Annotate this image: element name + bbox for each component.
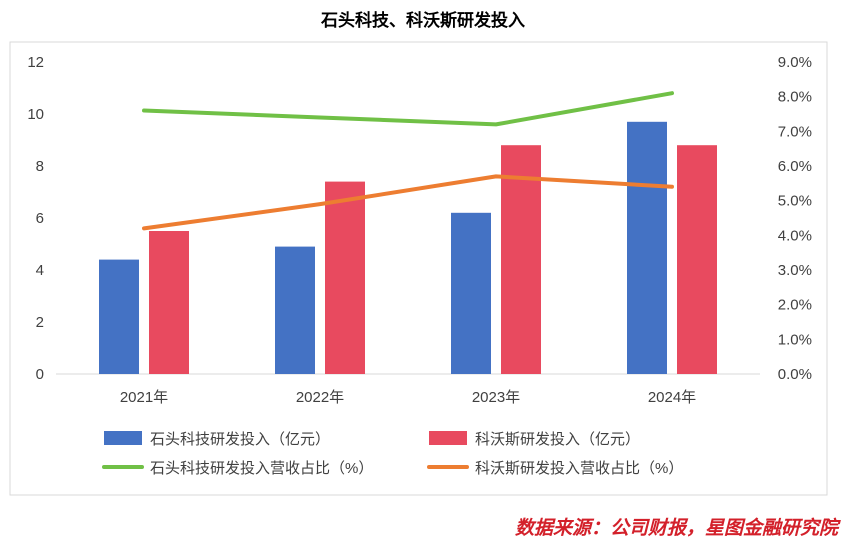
- x-axis: 2021年 2022年 2023年 2024年: [120, 389, 696, 406]
- y-right-tick-label: 1.0%: [778, 331, 812, 348]
- line-series-2: [142, 174, 674, 231]
- legend: 石头科技研发投入（亿元） 科沃斯研发投入（亿元） 石头科技研发投入营收占比（%） 科沃…: [102, 431, 683, 477]
- line-series-1: [142, 91, 674, 127]
- source-note: 数据来源：公司财报，星图金融研究院: [514, 517, 838, 539]
- legend-label: 石头科技研发投入（亿元）: [150, 431, 330, 448]
- bar-1-1: [99, 259, 139, 374]
- bar-series: [99, 121, 717, 374]
- bar-2-4: [677, 145, 717, 374]
- y-right-tick-label: 2.0%: [778, 297, 812, 314]
- x-tick-label: 2023年: [472, 389, 520, 406]
- chart-border: [9, 41, 828, 496]
- y-left-tick-label: 8: [36, 158, 44, 175]
- legend-label: 科沃斯研发投入（亿元）: [475, 431, 640, 448]
- y-left-tick-label: 4: [36, 262, 44, 279]
- y-axis-right: 0.0% 1.0% 2.0% 3.0% 4.0% 5.0% 6.0% 7.0% 8.0% 9.0%: [778, 54, 812, 383]
- y-right-tick-label: 8.0%: [778, 89, 812, 106]
- bar-2-1: [149, 231, 189, 374]
- legend-swatch-bar: [429, 431, 467, 445]
- bar-1-3: [451, 212, 491, 374]
- y-left-tick-label: 0: [36, 366, 44, 383]
- x-tick-label: 2021年: [120, 389, 168, 406]
- y-right-tick-label: 6.0%: [778, 158, 812, 175]
- chart-title: 石头科技、科沃斯研发投入: [321, 11, 525, 31]
- y-right-tick-label: 3.0%: [778, 262, 812, 279]
- bar-2-2: [325, 181, 365, 374]
- y-right-tick-label: 4.0%: [778, 227, 812, 244]
- legend-label: 石头科技研发投入营收占比（%）: [150, 460, 373, 477]
- y-left-tick-label: 10: [27, 106, 44, 123]
- y-right-tick-label: 5.0%: [778, 193, 812, 210]
- y-right-tick-label: 9.0%: [778, 54, 812, 71]
- bar-1-4: [627, 121, 667, 374]
- y-axis-left: 0 2 4 6 8 10 12: [27, 54, 44, 383]
- legend-swatch-bar: [104, 431, 142, 445]
- legend-label: 科沃斯研发投入营收占比（%）: [475, 460, 683, 477]
- x-tick-label: 2024年: [648, 389, 696, 406]
- y-left-tick-label: 12: [27, 54, 44, 71]
- y-right-tick-label: 0.0%: [778, 366, 812, 383]
- bar-1-2: [275, 246, 315, 374]
- y-left-tick-label: 2: [36, 314, 44, 331]
- bar-2-3: [501, 145, 541, 374]
- y-left-tick-label: 6: [36, 210, 44, 227]
- x-tick-label: 2022年: [296, 389, 344, 406]
- y-right-tick-label: 7.0%: [778, 123, 812, 140]
- line-series: [142, 91, 674, 231]
